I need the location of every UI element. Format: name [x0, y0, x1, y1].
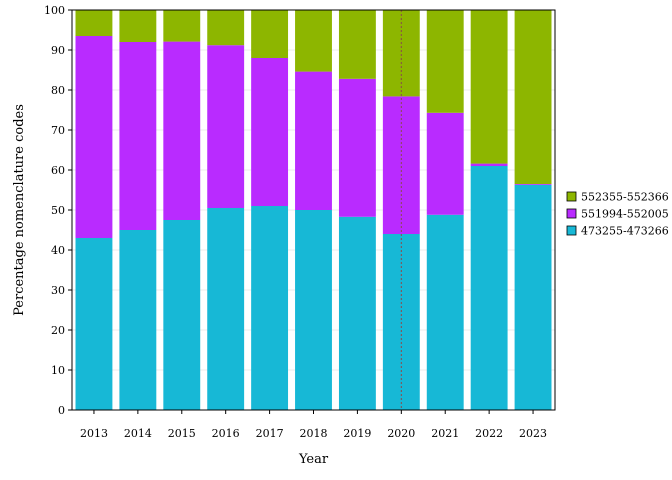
y-axis: 0 10 20 30 40 50 60 70 80 90 100	[44, 4, 72, 417]
x-tick-label-2016: 2016	[212, 427, 240, 440]
x-tick-label-2019: 2019	[343, 427, 371, 440]
y-axis-title: Percentage nomenclature codes	[12, 104, 27, 316]
bar-segment-2013-s0	[75, 238, 113, 410]
bar-segment-2018-s1	[295, 71, 332, 210]
x-tick-label-2013: 2013	[80, 427, 108, 440]
bar-segment-2023-s1	[514, 184, 552, 185]
bar-segment-2016-s0	[207, 208, 245, 410]
x-tick-label-2015: 2015	[168, 427, 196, 440]
y-tick-label: 30	[51, 284, 65, 297]
bars	[75, 10, 552, 410]
x-tick-label-2014: 2014	[124, 427, 152, 440]
x-axis: 2013 2014 2015 2016 2017 2018 2019 2020 2021 2022…	[80, 410, 547, 440]
bar-segment-2017-s1	[251, 58, 289, 206]
bar-segment-2015-s0	[163, 220, 201, 410]
bar-segment-2018-s0	[295, 210, 332, 410]
x-tick-label-2017: 2017	[256, 427, 284, 440]
y-tick-label: 10	[51, 364, 65, 377]
legend-label-1: 551994-552005	[581, 208, 669, 221]
bar-segment-2014-s1	[119, 42, 157, 230]
x-axis-title: Year	[298, 452, 329, 467]
legend-swatch-1	[566, 208, 577, 219]
bar-segment-2013-s1	[75, 36, 113, 238]
legend-swatch-2	[566, 225, 577, 236]
bar-segment-2022-s1	[470, 163, 508, 166]
bar-segment-2017-s0	[251, 206, 289, 410]
bar-segment-2017-s2	[251, 10, 289, 58]
y-tick-label: 40	[51, 244, 65, 257]
y-tick-label: 70	[51, 124, 65, 137]
bar-segment-2015-s2	[163, 10, 201, 42]
bar-segment-2020-s1	[382, 96, 420, 235]
y-tick-label: 80	[51, 84, 65, 97]
y-tick-label: 0	[58, 404, 65, 417]
y-tick-label: 60	[51, 164, 65, 177]
bar-segment-2021-s0	[426, 214, 464, 410]
x-tick-label-2021: 2021	[431, 427, 459, 440]
bar-segment-2023-s0	[514, 184, 552, 410]
legend-label-2: 473255-473266	[581, 225, 669, 238]
bar-segment-2021-s2	[426, 10, 464, 113]
bar-segment-2019-s0	[338, 216, 376, 410]
x-tick-label-2023: 2023	[519, 427, 547, 440]
bar-segment-2022-s2	[470, 10, 508, 164]
x-tick-label-2018: 2018	[300, 427, 328, 440]
bar-segment-2016-s1	[207, 45, 245, 209]
bar-segment-2016-s2	[207, 10, 245, 46]
y-tick-label: 50	[51, 204, 65, 217]
bar-segment-2019-s1	[338, 78, 376, 217]
bar-segment-2015-s1	[163, 41, 201, 220]
x-tick-label-2022: 2022	[475, 427, 503, 440]
bar-segment-2022-s0	[470, 166, 508, 410]
bar-segment-2019-s2	[338, 10, 376, 79]
bar-segment-2014-s2	[119, 10, 157, 42]
bar-segment-2018-s2	[295, 10, 332, 72]
bar-segment-2013-s2	[75, 10, 113, 36]
bar-segment-2023-s2	[514, 10, 552, 184]
legend-swatch-0	[566, 191, 577, 202]
legend: 552355-552366 551994-552005 473255-473266	[566, 191, 669, 238]
bar-segment-2014-s0	[119, 230, 157, 410]
y-tick-label: 90	[51, 44, 65, 57]
x-tick-label-2020: 2020	[387, 427, 415, 440]
y-tick-label: 100	[44, 4, 65, 17]
y-tick-label: 20	[51, 324, 65, 337]
legend-label-0: 552355-552366	[581, 191, 669, 204]
bar-segment-2021-s1	[426, 112, 464, 215]
